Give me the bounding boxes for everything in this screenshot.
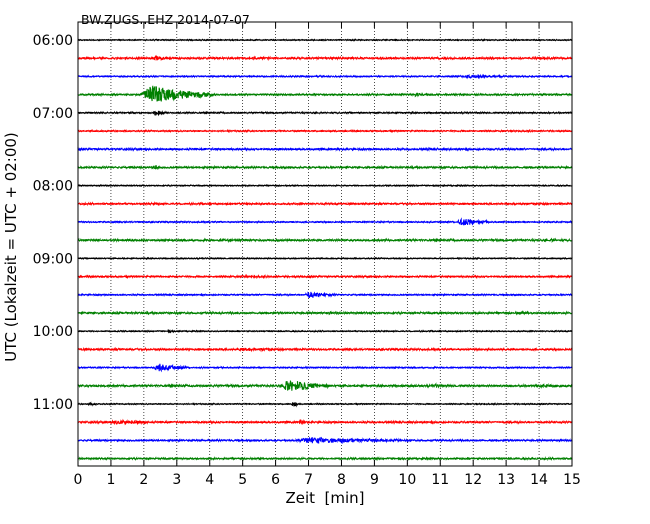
plot-frame — [77, 21, 573, 467]
trace-0715 — [77, 128, 573, 134]
x-tick-label: 10 — [398, 472, 416, 488]
trace-0645 — [77, 85, 573, 102]
y-tick-label: 10:00 — [33, 324, 73, 340]
chart-title: BW.ZUGS..EHZ 2014-07-07 — [81, 12, 250, 27]
x-tick-label: 14 — [530, 472, 548, 488]
x-tick-label: 6 — [271, 472, 280, 488]
trace-0600 — [77, 38, 573, 42]
x-tick-label: 11 — [431, 472, 449, 488]
grid-lines — [110, 22, 540, 466]
trace-1115 — [77, 418, 573, 426]
x-tick-label: 7 — [304, 472, 313, 488]
trace-0730 — [77, 146, 573, 152]
trace-0800 — [77, 183, 573, 188]
axis-ticks: 0 1 2 3 4 5 6 7 8 9 10 11 12 13 14 1506:0007:0008:0009:… — [33, 22, 581, 488]
trace-1015 — [77, 346, 573, 353]
x-tick-label: 15 — [563, 472, 581, 488]
trace-0700 — [77, 110, 573, 117]
trace-0630 — [77, 73, 573, 80]
trace-0845 — [77, 237, 573, 244]
trace-0930 — [77, 291, 573, 299]
x-tick-label: 2 — [139, 472, 148, 488]
y-tick-label: 11:00 — [33, 397, 73, 413]
trace-1045 — [77, 380, 573, 391]
x-tick-label: 12 — [464, 472, 482, 488]
trace-layer — [77, 38, 573, 462]
x-tick-label: 0 — [74, 472, 83, 488]
x-axis-label: Zeit [min] — [285, 489, 364, 507]
x-tick-label: 1 — [106, 472, 115, 488]
trace-1100 — [77, 401, 573, 408]
y-axis-label: UTC (Lokalzeit = UTC + 02:00) — [2, 132, 20, 362]
trace-0915 — [77, 273, 573, 280]
x-tick-label: 4 — [205, 472, 214, 488]
trace-1130 — [77, 436, 573, 445]
trace-0815 — [77, 201, 573, 207]
y-tick-label: 07:00 — [33, 106, 73, 122]
x-tick-label: 8 — [337, 472, 346, 488]
y-tick-label: 06:00 — [33, 33, 73, 49]
x-tick-label: 13 — [497, 472, 515, 488]
y-tick-label: 08:00 — [33, 179, 73, 195]
trace-1030 — [77, 363, 573, 373]
x-tick-label: 3 — [172, 472, 181, 488]
trace-0745 — [77, 164, 573, 171]
x-tick-label: 5 — [238, 472, 247, 488]
trace-0900 — [77, 256, 573, 261]
trace-0830 — [77, 217, 573, 226]
x-tick-label: 9 — [370, 472, 379, 488]
trace-1145 — [77, 456, 573, 462]
y-tick-label: 09:00 — [33, 251, 73, 267]
trace-0615 — [77, 54, 573, 62]
trace-0945 — [77, 310, 573, 316]
trace-1000 — [77, 328, 573, 334]
